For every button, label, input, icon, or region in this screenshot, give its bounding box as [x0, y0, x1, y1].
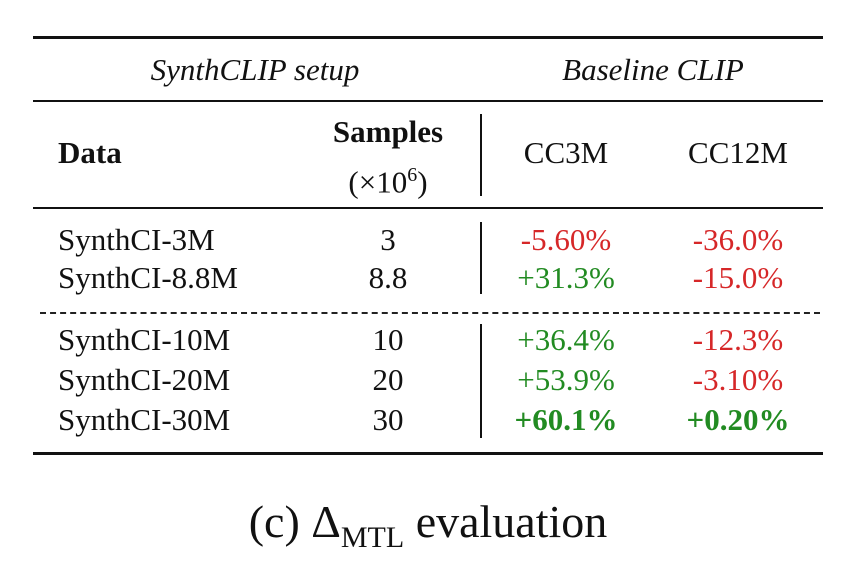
unit-suffix: )	[417, 164, 428, 200]
cell-cc12m: -12.3%	[692, 322, 784, 357]
cell-samples: 30	[372, 402, 404, 437]
cell-samples: 10	[372, 322, 404, 357]
cell-cc3m: +60.1%	[514, 402, 618, 437]
column-divider	[480, 222, 482, 294]
caption-subscript: MTL	[340, 521, 405, 554]
cell-cc3m: +36.4%	[517, 322, 615, 357]
cell-cc12m: -15.0%	[692, 260, 784, 295]
col-header-samples: Samples	[332, 114, 444, 149]
cell-samples: 8.8	[368, 260, 408, 295]
header-rule	[33, 207, 823, 209]
cell-data: SynthCI-3M	[58, 222, 215, 257]
cell-cc3m: +53.9%	[517, 362, 615, 397]
caption-suffix: evaluation	[404, 496, 608, 547]
cell-data: SynthCI-30M	[58, 402, 231, 437]
group-header-synthclip: SynthCLIP setup	[150, 52, 360, 87]
cell-data: SynthCI-20M	[58, 362, 231, 397]
cell-data: SynthCI-8.8M	[58, 260, 238, 295]
caption-prefix: (c) Δ	[248, 496, 341, 547]
col-header-samples-unit: (×106)	[348, 157, 427, 200]
cell-cc12m: -3.10%	[692, 362, 784, 397]
caption: (c) ΔMTL evaluation	[0, 494, 856, 566]
bottom-rule	[33, 452, 823, 455]
cell-cc12m: -36.0%	[692, 222, 784, 257]
cell-cc12m: +0.20%	[686, 402, 790, 437]
cell-data: SynthCI-10M	[58, 322, 231, 357]
dashed-separator	[40, 312, 820, 314]
cell-cc3m: +31.3%	[517, 260, 615, 295]
col-header-data: Data	[58, 135, 122, 170]
col-header-cc12m: CC12M	[688, 135, 788, 170]
column-divider	[480, 114, 482, 196]
cell-samples: 20	[372, 362, 404, 397]
mid-rule	[33, 100, 823, 102]
unit-exponent: 6	[407, 164, 418, 186]
group-header-baseline: Baseline CLIP	[562, 52, 744, 87]
cell-cc3m: -5.60%	[520, 222, 612, 257]
cell-samples: 3	[380, 222, 396, 257]
unit-prefix: (×10	[348, 164, 408, 200]
column-divider	[480, 324, 482, 438]
top-rule	[33, 36, 823, 39]
col-header-cc3m: CC3M	[523, 135, 609, 170]
